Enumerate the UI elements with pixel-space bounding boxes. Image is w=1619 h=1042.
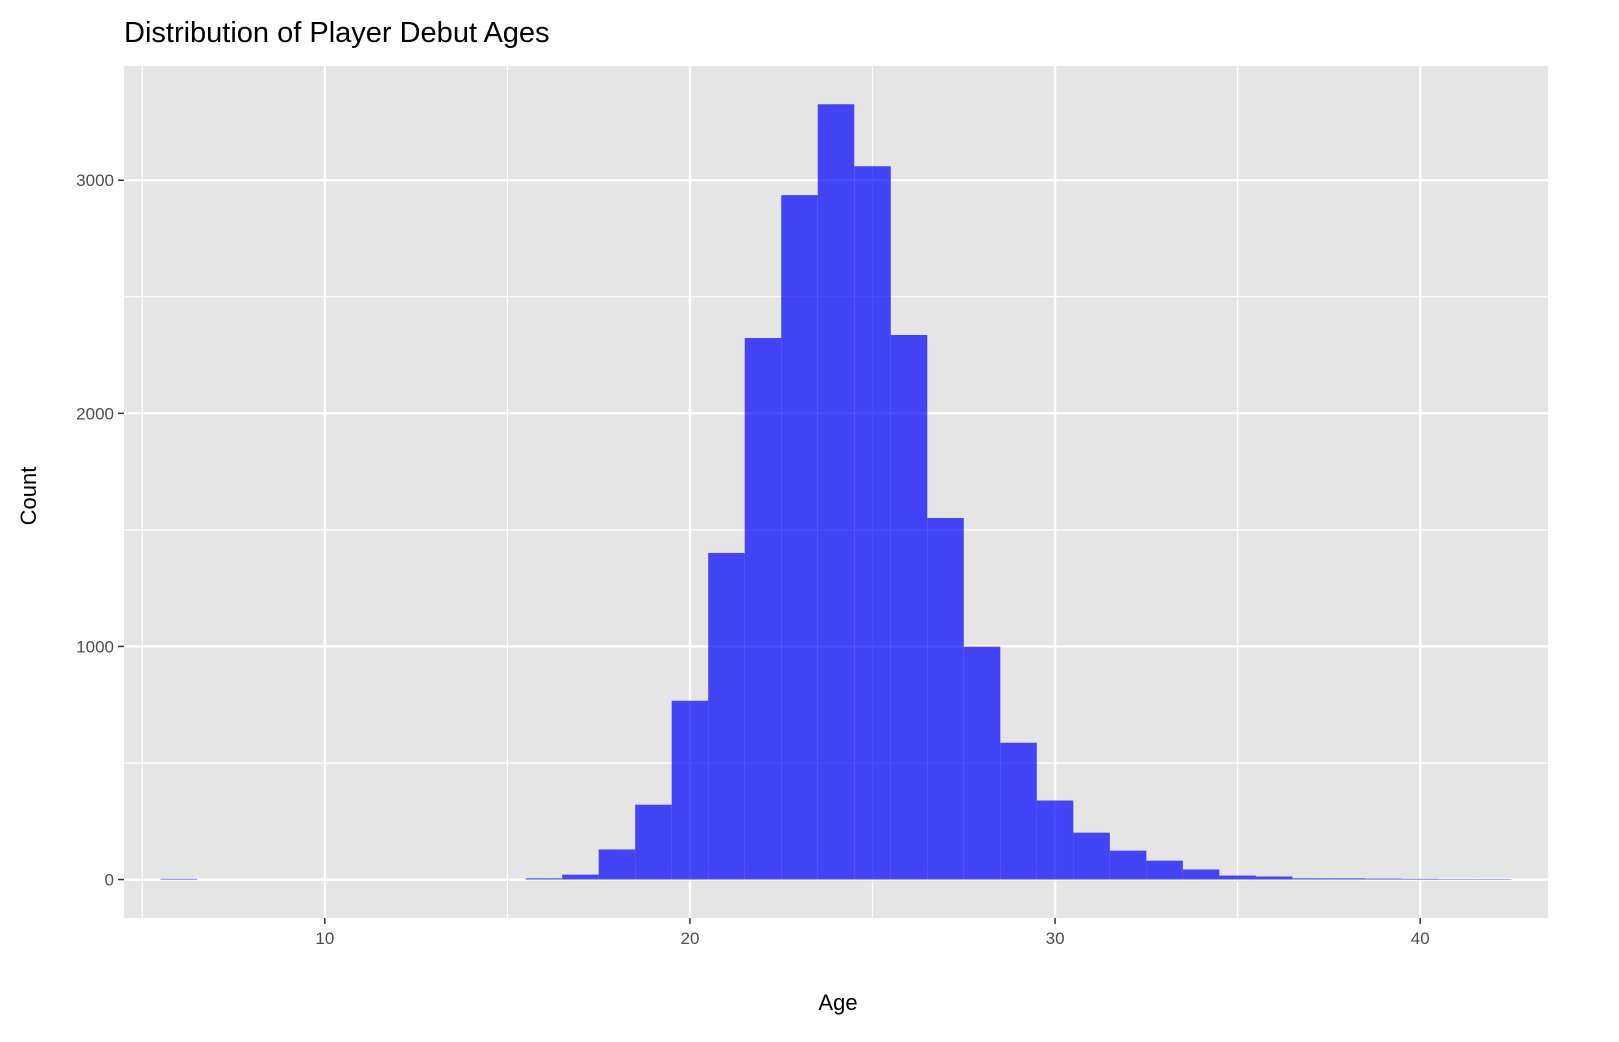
histogram-bar — [817, 104, 855, 880]
histogram-bar — [1073, 832, 1110, 880]
histogram-bar — [160, 878, 198, 880]
histogram-bar — [671, 700, 709, 880]
y-tick-label: 1000 — [76, 637, 114, 656]
histogram-bar — [1036, 800, 1074, 880]
histogram-bar — [1365, 878, 1402, 880]
histogram-bar — [598, 849, 636, 880]
histogram-bar — [1328, 878, 1366, 880]
histogram-bar — [525, 878, 563, 880]
histogram-bar — [1182, 869, 1220, 880]
y-tick-label: 2000 — [76, 404, 114, 423]
histogram-bar — [1219, 875, 1256, 880]
histogram-bar — [1109, 850, 1147, 880]
x-tick-label: 10 — [315, 929, 334, 948]
x-tick-label: 20 — [680, 929, 699, 948]
x-tick-label: 30 — [1046, 929, 1065, 948]
histogram-bar — [890, 335, 928, 880]
y-axis-title: Count — [16, 467, 41, 526]
histogram-bar — [1000, 742, 1037, 880]
histogram-bar — [1146, 860, 1183, 880]
histogram-bar — [635, 804, 672, 880]
histogram-bar — [781, 195, 818, 880]
histogram-bar — [854, 166, 891, 880]
histogram-bar — [963, 646, 1001, 880]
histogram-bar — [562, 874, 599, 880]
histogram-bar — [1401, 878, 1439, 880]
y-tick-label: 0 — [105, 871, 114, 890]
histogram-bar — [744, 338, 782, 880]
histogram-bar — [708, 552, 745, 880]
histogram-bar — [1255, 876, 1293, 880]
histogram-bar — [927, 517, 964, 880]
histogram-bar — [1292, 878, 1329, 880]
chart-title: Distribution of Player Debut Ages — [124, 17, 550, 49]
x-axis-title: Age — [818, 990, 857, 1015]
y-tick-label: 3000 — [76, 171, 114, 190]
x-tick-label: 40 — [1411, 929, 1430, 948]
